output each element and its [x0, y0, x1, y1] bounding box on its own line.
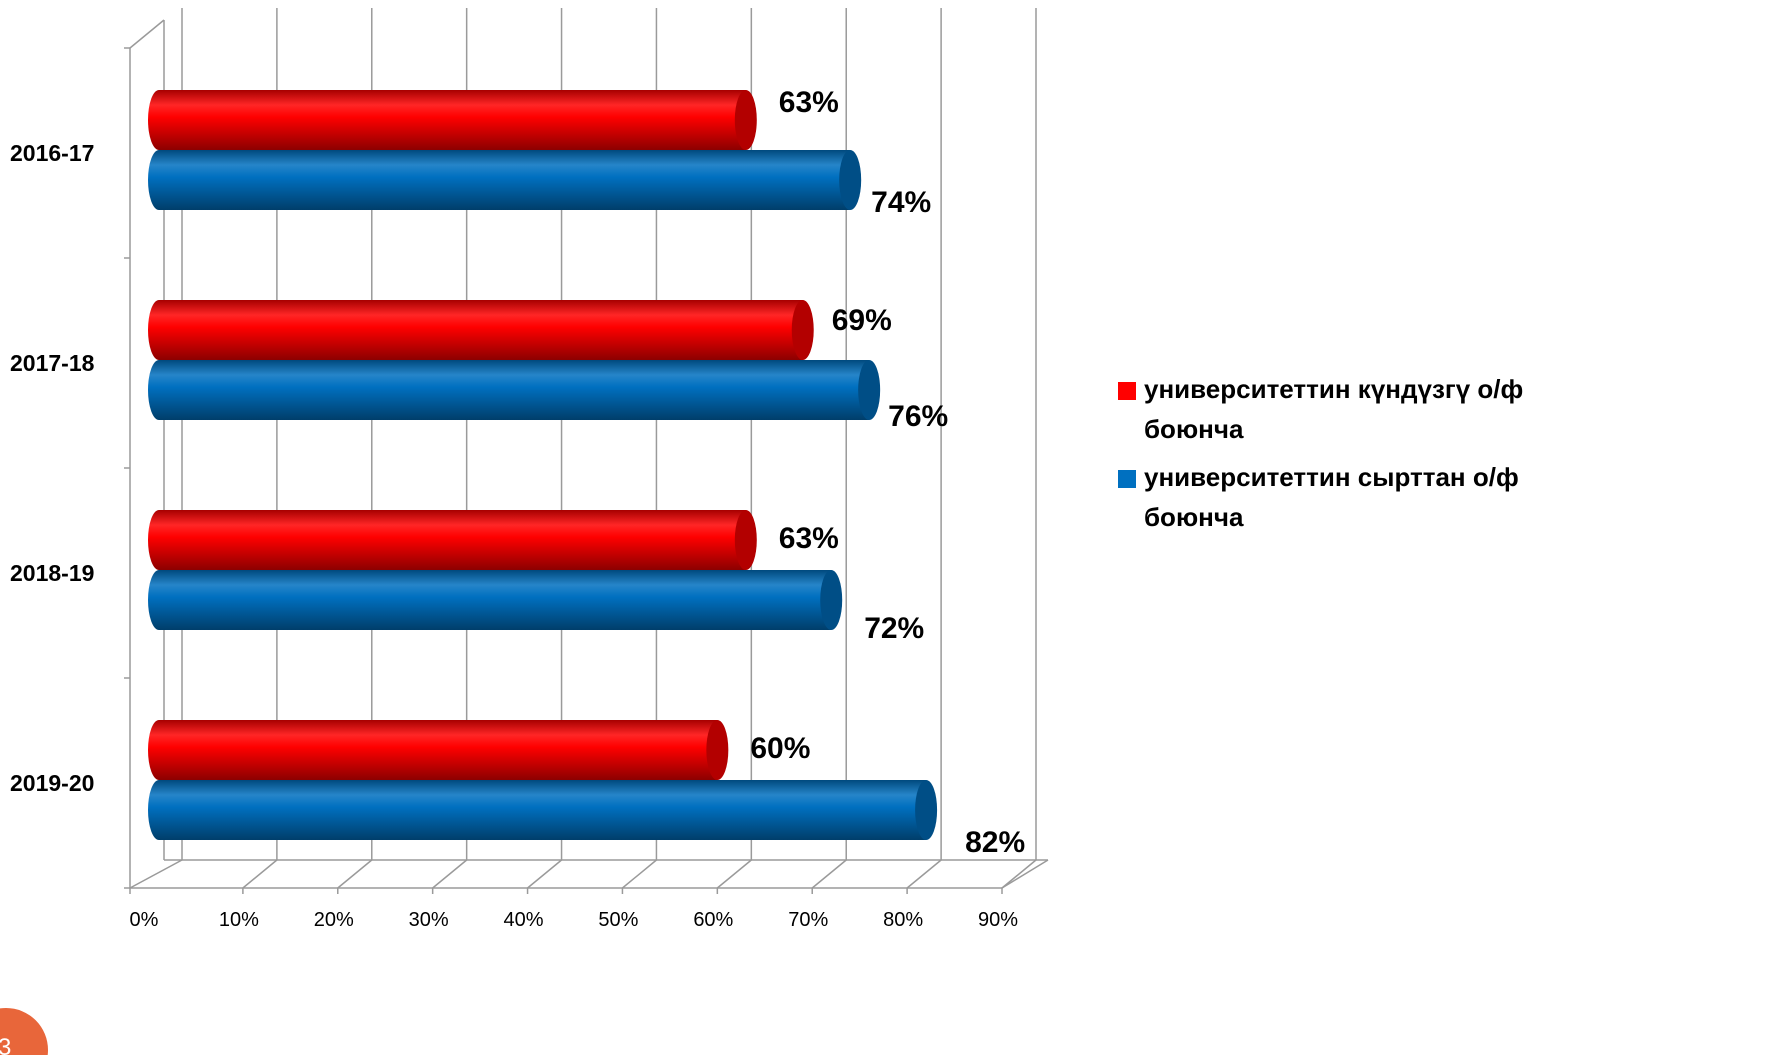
bar: [148, 90, 757, 150]
category-label: 2019-20: [10, 770, 94, 796]
data-label: 69%: [832, 304, 892, 337]
slide-number-badge: 3: [0, 1008, 48, 1060]
bar-cap: [839, 150, 862, 210]
bar-body: [148, 360, 870, 420]
floor-gridline: [811, 859, 847, 889]
x-tick-label: 20%: [314, 909, 354, 931]
bar: [148, 150, 862, 210]
bar-cap: [706, 720, 729, 780]
data-label: 63%: [779, 522, 839, 555]
floor-gridline: [242, 859, 278, 889]
x-tick-label: 80%: [883, 909, 923, 931]
floor-right-edge: [1001, 859, 1049, 889]
data-labels: 63% 74% 69% 76% 63% 72% 60% 82%: [750, 86, 1025, 859]
x-tick-label: 10%: [219, 909, 259, 931]
bar: [148, 510, 757, 570]
data-label: 82%: [965, 826, 1025, 859]
legend-label: боюнча: [1144, 414, 1244, 444]
bar: [148, 570, 843, 630]
legend: университеттин күндүзгү о/ф боюнча универс…: [1118, 374, 1523, 532]
bar-body: [148, 780, 927, 840]
floor-gridline: [1001, 859, 1037, 889]
category-label: 2016-17: [10, 140, 94, 166]
slide-number-circle: [0, 1008, 48, 1060]
data-label: 72%: [864, 612, 924, 645]
floor-gridline: [906, 859, 942, 889]
bar: [148, 300, 814, 360]
legend-label: боюнча: [1144, 502, 1244, 532]
floor-gridline: [337, 859, 373, 889]
floor-gridline: [432, 859, 468, 889]
bar-body: [148, 720, 718, 780]
legend-label: университеттин күндүзгү о/ф: [1144, 374, 1523, 404]
legend-label: университеттин сырттан о/ф: [1144, 462, 1519, 492]
x-tick-label: 90%: [978, 909, 1018, 931]
bar-cap: [858, 360, 881, 420]
bar-cap: [734, 510, 757, 570]
bar-body: [148, 570, 832, 630]
floor-gridline: [527, 859, 563, 889]
x-tick-label: 0%: [130, 909, 159, 931]
axes: 0% 10% 20% 30% 40% 50% 60% 70% 80% 90% 2016-17 2017…: [10, 47, 1018, 931]
bar-cap: [820, 570, 843, 630]
data-label: 60%: [750, 732, 810, 765]
x-tick-label: 30%: [409, 909, 449, 931]
x-tick-label: 50%: [598, 909, 638, 931]
bar-body: [148, 150, 851, 210]
floor-gridline: [716, 859, 752, 889]
data-label: 76%: [888, 400, 948, 433]
category-label: 2017-18: [10, 350, 95, 376]
x-tick-label: 60%: [693, 909, 733, 931]
floor-gridline: [129, 859, 183, 889]
bar-cap: [915, 780, 938, 840]
x-tick-label: 40%: [504, 909, 544, 931]
category-label: 2018-19: [10, 560, 94, 586]
floor-gridline: [621, 859, 657, 889]
left-wall-top-edge: [129, 19, 165, 49]
legend-swatch: [1118, 382, 1136, 400]
slide-number: 3: [0, 1034, 11, 1055]
bar: [148, 360, 881, 420]
bar-body: [148, 300, 803, 360]
x-tick-label: 70%: [788, 909, 828, 931]
bar-cap: [734, 90, 757, 150]
data-label: 74%: [871, 186, 931, 219]
legend-swatch: [1118, 470, 1136, 488]
bar-cap: [791, 300, 814, 360]
data-label: 63%: [779, 86, 839, 119]
bar: [148, 720, 729, 780]
bar: [148, 780, 938, 840]
bar-body: [148, 510, 746, 570]
bars: [148, 90, 938, 840]
bar-body: [148, 90, 746, 150]
